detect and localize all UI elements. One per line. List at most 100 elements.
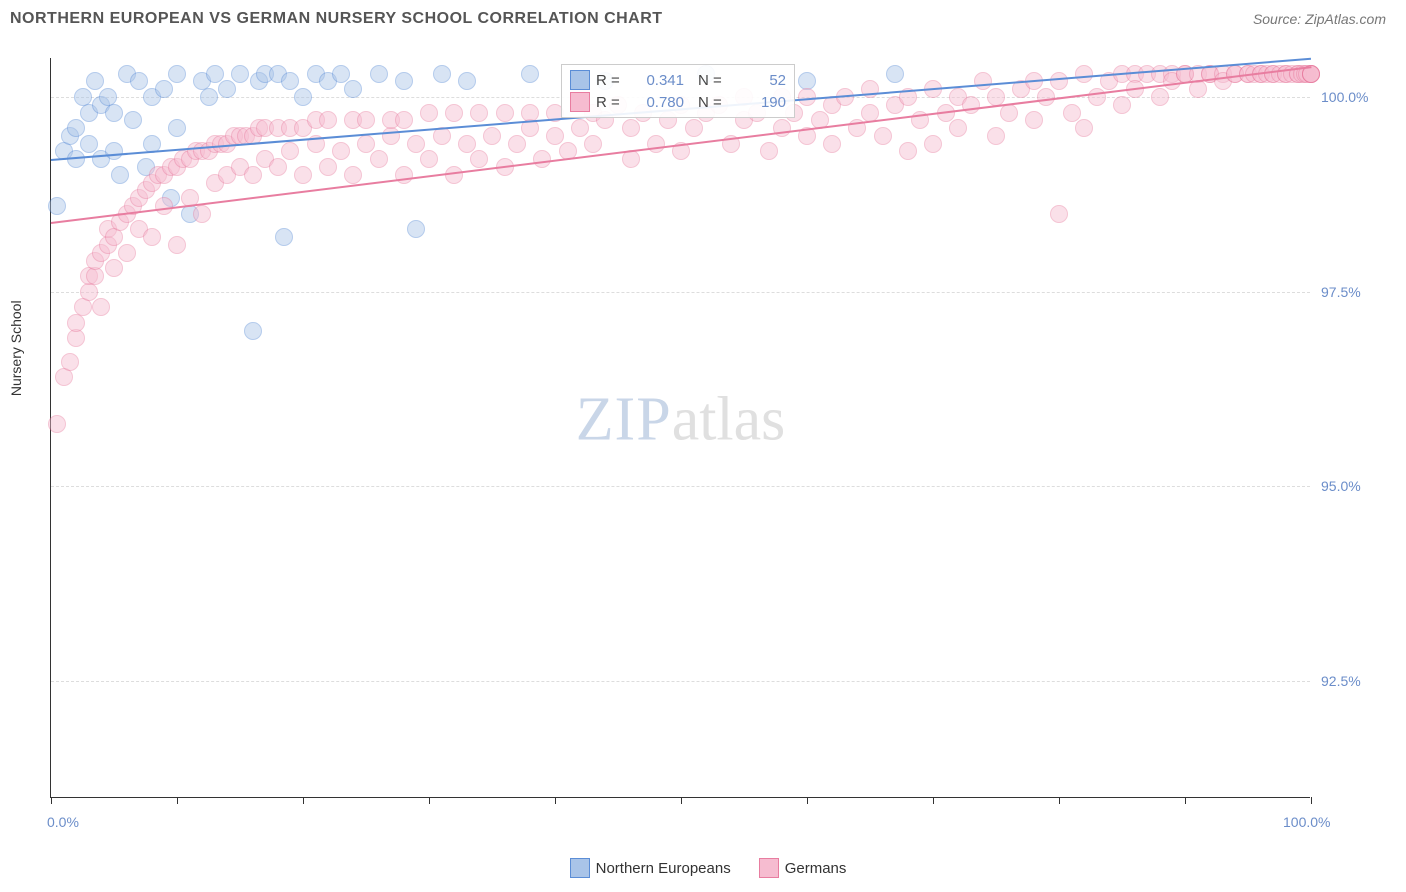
legend-bottom-label: Northern Europeans xyxy=(596,860,731,877)
scatter-point-ne xyxy=(124,111,142,129)
legend-r-label: R = xyxy=(596,72,626,89)
scatter-point-de xyxy=(760,142,778,160)
scatter-point-de xyxy=(1063,104,1081,122)
scatter-point-de xyxy=(74,298,92,316)
scatter-point-de xyxy=(483,127,501,145)
x-tick xyxy=(303,797,304,804)
scatter-point-de xyxy=(685,119,703,137)
scatter-point-de xyxy=(105,259,123,277)
scatter-point-ne xyxy=(105,104,123,122)
scatter-point-de xyxy=(48,415,66,433)
scatter-point-de xyxy=(332,142,350,160)
scatter-point-ne xyxy=(67,119,85,137)
x-tick xyxy=(1059,797,1060,804)
scatter-point-ne xyxy=(886,65,904,83)
scatter-point-de xyxy=(193,205,211,223)
scatter-point-de xyxy=(155,197,173,215)
scatter-point-de xyxy=(823,135,841,153)
scatter-point-ne xyxy=(200,88,218,106)
y-axis-title: Nursery School xyxy=(8,300,24,396)
scatter-point-de xyxy=(281,142,299,160)
gridline-h xyxy=(51,486,1310,487)
scatter-point-de xyxy=(1025,111,1043,129)
scatter-point-de xyxy=(357,111,375,129)
scatter-point-ne xyxy=(281,72,299,90)
scatter-point-ne xyxy=(80,135,98,153)
x-tick xyxy=(429,797,430,804)
scatter-point-ne xyxy=(294,88,312,106)
scatter-point-de xyxy=(395,111,413,129)
scatter-point-de xyxy=(1075,119,1093,137)
scatter-point-de xyxy=(1050,72,1068,90)
scatter-point-de xyxy=(244,166,262,184)
scatter-point-de xyxy=(168,236,186,254)
scatter-point-de xyxy=(1050,205,1068,223)
scatter-point-de xyxy=(92,298,110,316)
x-tick xyxy=(807,797,808,804)
scatter-point-de xyxy=(294,166,312,184)
scatter-point-de xyxy=(899,142,917,160)
scatter-point-de xyxy=(470,104,488,122)
legend-stats: R =0.341N =52R =0.780N =190 xyxy=(561,64,795,118)
scatter-point-ne xyxy=(155,80,173,98)
x-tick xyxy=(933,797,934,804)
scatter-point-de xyxy=(861,104,879,122)
legend-swatch-de xyxy=(570,92,590,112)
x-tick-label: 0.0% xyxy=(47,814,79,830)
legend-stats-row-de: R =0.780N =190 xyxy=(570,91,786,113)
scatter-point-de xyxy=(949,119,967,137)
scatter-point-de xyxy=(319,111,337,129)
watermark-atlas: atlas xyxy=(672,386,786,454)
watermark: ZIPatlas xyxy=(576,385,786,456)
legend-swatch-ne xyxy=(570,70,590,90)
scatter-point-de xyxy=(533,150,551,168)
y-tick-label: 95.0% xyxy=(1321,478,1361,494)
scatter-point-de xyxy=(1088,88,1106,106)
scatter-point-de xyxy=(269,158,287,176)
legend-bottom-swatch-ne xyxy=(570,858,590,878)
scatter-point-de xyxy=(924,135,942,153)
x-tick xyxy=(555,797,556,804)
x-tick xyxy=(1185,797,1186,804)
scatter-point-ne xyxy=(433,65,451,83)
scatter-point-ne xyxy=(86,72,104,90)
scatter-point-de xyxy=(357,135,375,153)
scatter-point-de xyxy=(546,127,564,145)
scatter-point-de xyxy=(508,135,526,153)
source-label: Source: ZipAtlas.com xyxy=(1253,11,1386,27)
scatter-point-de xyxy=(105,228,123,246)
legend-r-label: R = xyxy=(596,94,626,111)
x-tick xyxy=(681,797,682,804)
scatter-point-de xyxy=(86,267,104,285)
scatter-point-de xyxy=(420,150,438,168)
scatter-point-de xyxy=(420,104,438,122)
legend-n-label: N = xyxy=(698,72,728,89)
gridline-h xyxy=(51,292,1310,293)
scatter-point-ne xyxy=(332,65,350,83)
scatter-point-ne xyxy=(168,119,186,137)
legend-item-de: Germans xyxy=(759,858,847,878)
scatter-point-de xyxy=(470,150,488,168)
scatter-point-de xyxy=(974,72,992,90)
scatter-point-de xyxy=(1113,96,1131,114)
chart-title: NORTHERN EUROPEAN VS GERMAN NURSERY SCHO… xyxy=(10,10,663,28)
scatter-point-de xyxy=(1151,88,1169,106)
scatter-point-de xyxy=(143,228,161,246)
scatter-point-ne xyxy=(275,228,293,246)
scatter-point-de xyxy=(584,135,602,153)
scatter-point-de xyxy=(370,150,388,168)
legend-item-ne: Northern Europeans xyxy=(570,858,731,878)
scatter-point-de xyxy=(407,135,425,153)
scatter-point-ne xyxy=(105,142,123,160)
scatter-point-de xyxy=(344,166,362,184)
scatter-point-de xyxy=(55,368,73,386)
scatter-point-de xyxy=(61,353,79,371)
scatter-point-ne xyxy=(168,65,186,83)
gridline-h xyxy=(51,681,1310,682)
scatter-point-de xyxy=(80,283,98,301)
scatter-point-de xyxy=(496,104,514,122)
scatter-point-de xyxy=(67,329,85,347)
scatter-point-de xyxy=(319,158,337,176)
scatter-point-de xyxy=(987,88,1005,106)
legend-n-value: 52 xyxy=(734,72,786,89)
